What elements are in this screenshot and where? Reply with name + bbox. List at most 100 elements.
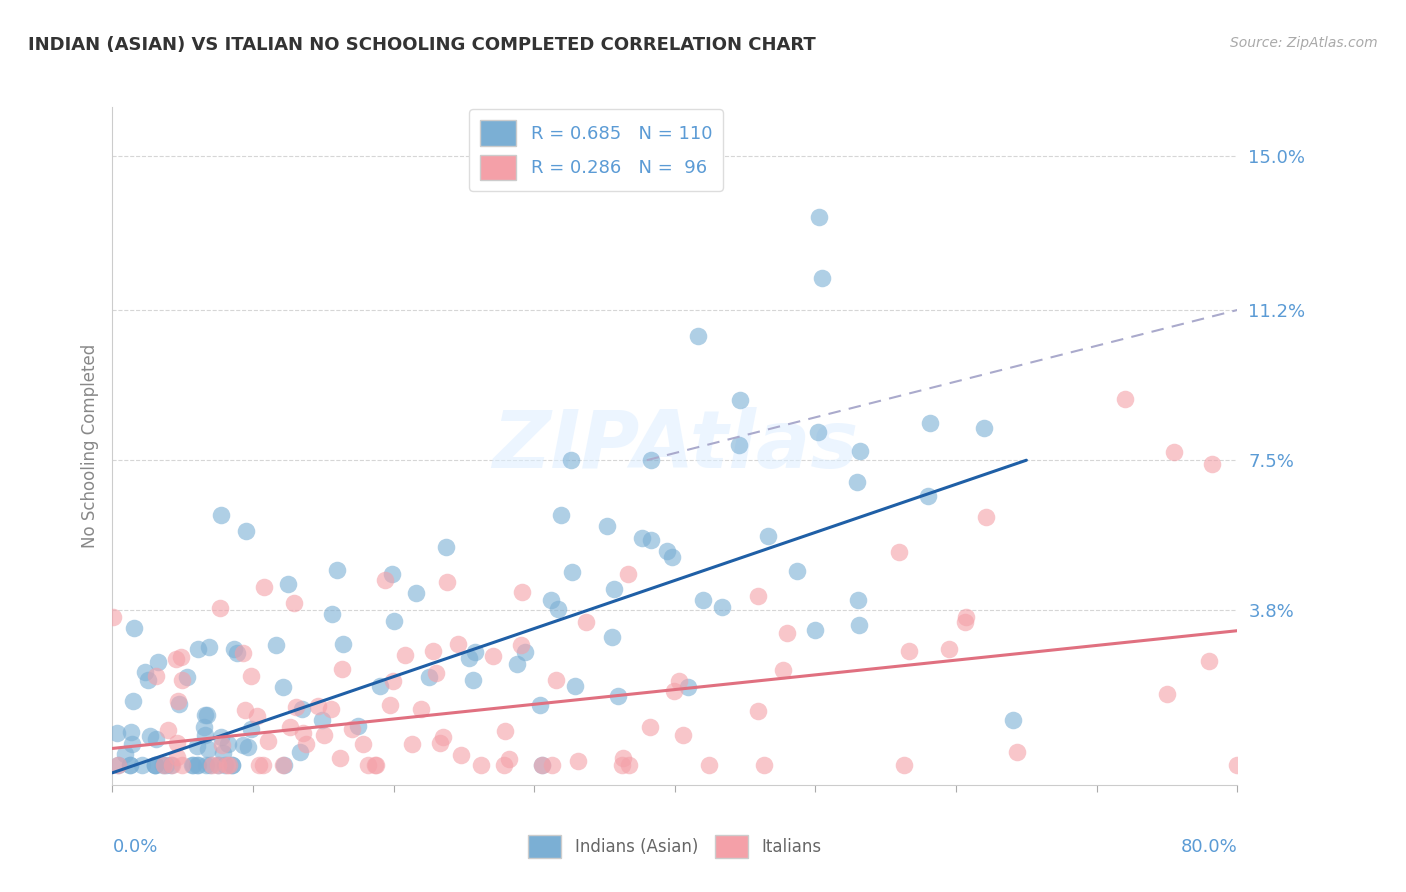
Point — [167, 697, 190, 711]
Point — [118, 757, 141, 772]
Point — [332, 637, 354, 651]
Point — [457, 650, 479, 665]
Point — [170, 757, 193, 772]
Point — [846, 475, 869, 489]
Point — [180, 757, 202, 772]
Point — [470, 757, 492, 772]
Point — [217, 737, 239, 751]
Point — [422, 644, 444, 658]
Point — [498, 752, 520, 766]
Point — [447, 637, 470, 651]
Point — [321, 607, 343, 621]
Point — [166, 736, 188, 750]
Point — [165, 652, 187, 666]
Point — [640, 453, 662, 467]
Point — [887, 544, 910, 558]
Point — [285, 699, 308, 714]
Point — [772, 663, 794, 677]
Point — [747, 704, 769, 718]
Point — [429, 736, 451, 750]
Point — [786, 564, 808, 578]
Point — [482, 648, 505, 663]
Point — [291, 726, 314, 740]
Point — [208, 601, 231, 615]
Point — [368, 679, 391, 693]
Point — [294, 737, 316, 751]
Point — [283, 596, 305, 610]
Point — [849, 444, 872, 458]
Point — [631, 532, 654, 546]
Point — [567, 755, 589, 769]
Point — [152, 757, 174, 772]
Point — [236, 740, 259, 755]
Point — [166, 750, 188, 764]
Point — [747, 589, 769, 603]
Point — [655, 544, 678, 558]
Point — [544, 673, 567, 688]
Point — [143, 757, 166, 772]
Point — [640, 533, 662, 547]
Point — [401, 737, 423, 751]
Point — [197, 742, 219, 756]
Point — [143, 757, 166, 772]
Point — [808, 210, 831, 224]
Point — [143, 757, 166, 772]
Point — [246, 709, 269, 723]
Point — [211, 508, 233, 522]
Point — [264, 638, 287, 652]
Point — [340, 722, 363, 736]
Point — [515, 645, 537, 659]
Text: Source: ZipAtlas.com: Source: ZipAtlas.com — [1230, 36, 1378, 50]
Point — [425, 665, 447, 680]
Point — [494, 757, 516, 772]
Point — [607, 690, 630, 704]
Point — [212, 746, 235, 760]
Point — [214, 757, 236, 772]
Point — [122, 621, 145, 635]
Point — [145, 731, 167, 746]
Point — [201, 757, 224, 772]
Point — [195, 757, 218, 772]
Point — [560, 452, 582, 467]
Point — [253, 580, 276, 594]
Point — [494, 724, 516, 739]
Point — [550, 508, 572, 522]
Point — [378, 698, 401, 712]
Point — [617, 566, 640, 581]
Point — [155, 757, 177, 772]
Point — [257, 734, 280, 748]
Point — [170, 650, 193, 665]
Point — [640, 720, 662, 734]
Point — [530, 757, 553, 772]
Point — [461, 673, 484, 687]
Point — [346, 719, 368, 733]
Point — [105, 725, 128, 739]
Point — [1201, 457, 1223, 471]
Point — [239, 722, 262, 736]
Point — [194, 708, 217, 723]
Point — [1226, 757, 1249, 772]
Point — [120, 724, 142, 739]
Point — [603, 582, 626, 597]
Point — [139, 729, 162, 743]
Point — [564, 679, 586, 693]
Point — [156, 723, 179, 737]
Point — [436, 575, 458, 590]
Point — [728, 438, 751, 452]
Point — [752, 757, 775, 772]
Point — [688, 328, 710, 343]
Point — [194, 728, 217, 742]
Point — [547, 601, 569, 615]
Point — [221, 757, 243, 772]
Legend: Indians (Asian), Italians: Indians (Asian), Italians — [522, 828, 828, 864]
Point — [252, 757, 274, 772]
Point — [207, 757, 229, 772]
Point — [307, 698, 329, 713]
Point — [540, 592, 562, 607]
Point — [374, 574, 396, 588]
Point — [418, 670, 440, 684]
Point — [381, 566, 404, 581]
Text: ZIPAtlas: ZIPAtlas — [492, 407, 858, 485]
Point — [758, 529, 780, 543]
Point — [612, 751, 634, 765]
